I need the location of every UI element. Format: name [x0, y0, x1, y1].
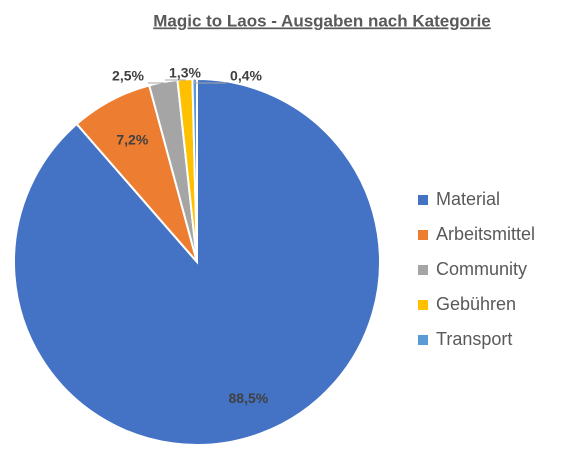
data-label: 2,5% — [112, 68, 144, 84]
leader-line — [165, 79, 186, 81]
pie-slice — [13, 77, 381, 446]
legend-swatch — [418, 265, 428, 275]
legend-label: Arbeitsmittel — [436, 224, 535, 244]
legend-label: Community — [436, 259, 527, 279]
leader-line — [148, 82, 164, 84]
legend-label: Gebühren — [436, 294, 516, 314]
data-label: 1,3% — [169, 65, 201, 81]
legend-label: Material — [436, 189, 500, 209]
legend-swatch — [418, 335, 428, 345]
leader-line — [194, 79, 226, 84]
legend-label: Transport — [436, 329, 512, 349]
data-label: 0,4% — [230, 68, 262, 84]
legend-swatch — [418, 230, 428, 240]
legend-swatch — [418, 300, 428, 310]
data-label: 88,5% — [229, 390, 269, 406]
data-label: 7,2% — [116, 132, 148, 148]
pie-slice — [191, 77, 198, 263]
chart-title: Magic to Laos - Ausgaben nach Kategorie — [153, 11, 491, 30]
legend-swatch — [418, 195, 428, 205]
